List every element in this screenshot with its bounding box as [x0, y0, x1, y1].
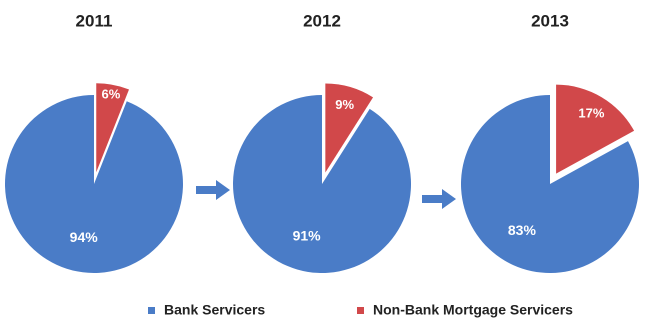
data-label-bank-2013: 83% — [508, 222, 537, 238]
data-label-nonbank-2012: 9% — [335, 97, 354, 112]
pie-title-2013: 2013 — [531, 11, 569, 30]
data-label-bank-2011: 94% — [70, 229, 99, 245]
data-label-nonbank-2011: 6% — [102, 87, 121, 102]
pie-slice-bank-2012 — [233, 95, 412, 274]
data-label-bank-2012: 91% — [293, 228, 322, 244]
pie-slice-nonbank-2013 — [556, 84, 635, 174]
data-label-nonbank-2013: 17% — [578, 105, 604, 120]
pie-slice-bank-2011 — [4, 95, 183, 274]
legend-label-1: Bank Servicers — [164, 302, 265, 318]
pie-title-2011: 2011 — [76, 11, 113, 30]
legend-swatch-2 — [357, 307, 364, 314]
legend-label-2: Non-Bank Mortgage Servicers — [373, 302, 573, 318]
pie-slice-nonbank-2012 — [325, 83, 374, 173]
right-arrow-icon-2 — [422, 189, 456, 209]
right-arrow-icon-1 — [196, 180, 230, 200]
pie-title-2012: 2012 — [303, 11, 341, 30]
pie-slice-nonbank-2011 — [96, 83, 130, 173]
legend-swatch-1 — [148, 307, 155, 314]
pie-slice-bank-2013 — [461, 95, 640, 273]
